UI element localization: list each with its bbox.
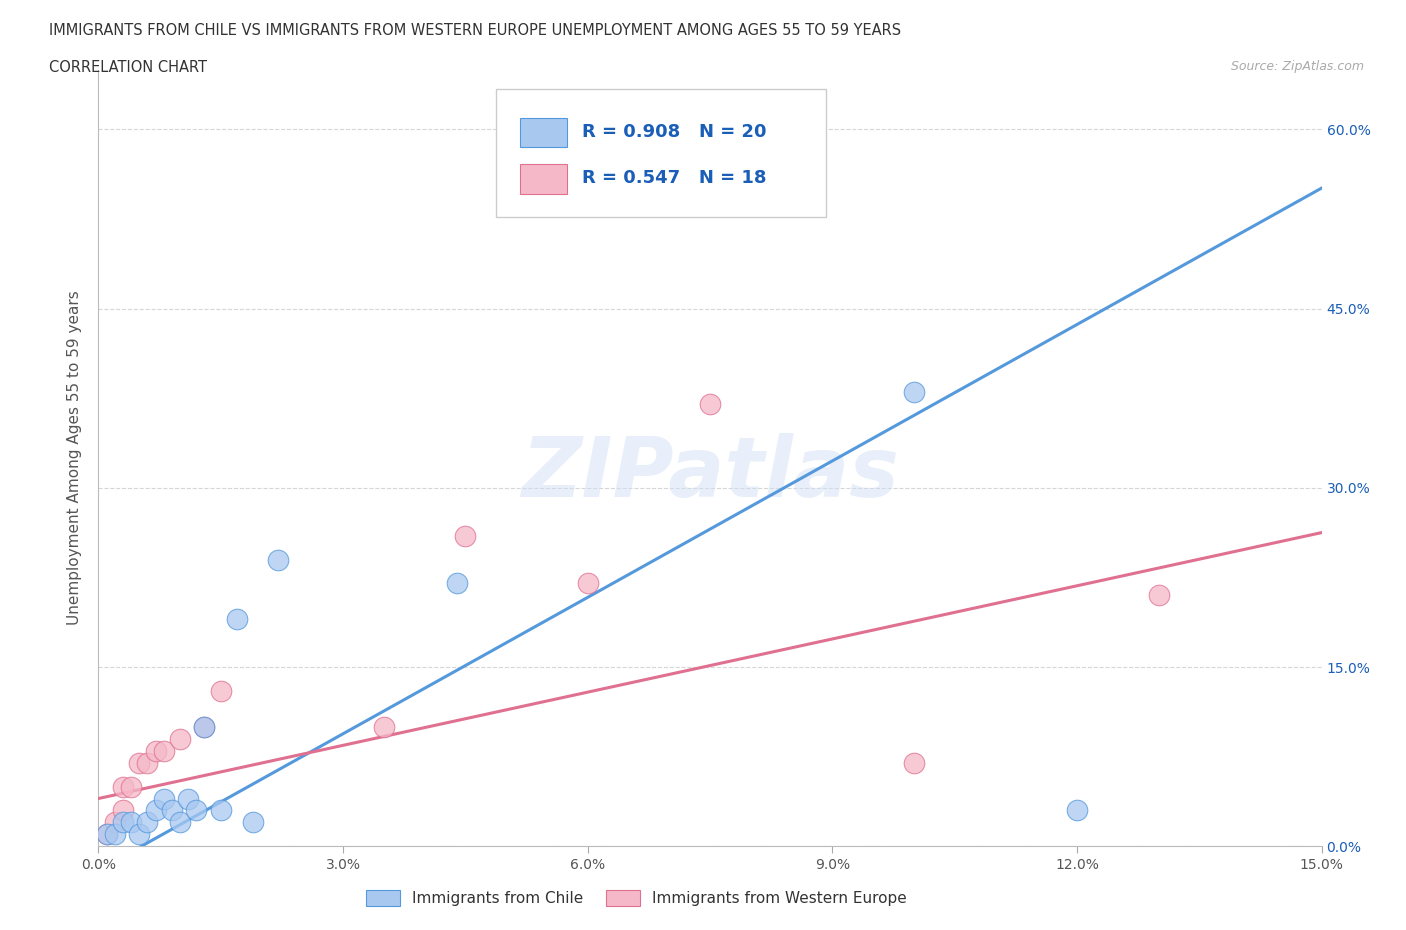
- FancyBboxPatch shape: [520, 118, 567, 148]
- Point: [152, 791, 174, 806]
- Text: R = 0.547   N = 18: R = 0.547 N = 18: [582, 169, 766, 188]
- Point: [903, 755, 925, 770]
- Point: [145, 803, 167, 817]
- Point: [152, 743, 174, 758]
- Point: [226, 612, 249, 627]
- Point: [111, 815, 134, 830]
- Point: [169, 731, 191, 746]
- Point: [120, 815, 142, 830]
- FancyBboxPatch shape: [496, 89, 827, 218]
- Point: [242, 815, 264, 830]
- Point: [446, 576, 468, 591]
- Point: [903, 385, 925, 400]
- Point: [1147, 588, 1170, 603]
- Point: [177, 791, 200, 806]
- Point: [111, 803, 134, 817]
- Y-axis label: Unemployment Among Ages 55 to 59 years: Unemployment Among Ages 55 to 59 years: [67, 291, 83, 625]
- Text: IMMIGRANTS FROM CHILE VS IMMIGRANTS FROM WESTERN EUROPE UNEMPLOYMENT AMONG AGES : IMMIGRANTS FROM CHILE VS IMMIGRANTS FROM…: [49, 23, 901, 38]
- Point: [120, 779, 142, 794]
- Point: [209, 803, 232, 817]
- Point: [169, 815, 191, 830]
- Point: [136, 755, 159, 770]
- Point: [699, 397, 721, 412]
- Point: [96, 827, 118, 842]
- Point: [1066, 803, 1088, 817]
- Legend: Immigrants from Chile, Immigrants from Western Europe: Immigrants from Chile, Immigrants from W…: [360, 884, 912, 912]
- Point: [267, 552, 290, 567]
- FancyBboxPatch shape: [520, 165, 567, 194]
- Point: [128, 827, 150, 842]
- Point: [454, 528, 477, 543]
- Text: R = 0.908   N = 20: R = 0.908 N = 20: [582, 123, 766, 140]
- Point: [373, 720, 395, 735]
- Point: [160, 803, 183, 817]
- Point: [576, 576, 599, 591]
- Point: [111, 779, 134, 794]
- Point: [136, 815, 159, 830]
- Text: Source: ZipAtlas.com: Source: ZipAtlas.com: [1230, 60, 1364, 73]
- Point: [193, 720, 215, 735]
- Text: ZIPatlas: ZIPatlas: [522, 433, 898, 514]
- Point: [193, 720, 215, 735]
- Text: CORRELATION CHART: CORRELATION CHART: [49, 60, 207, 75]
- Point: [96, 827, 118, 842]
- Point: [186, 803, 208, 817]
- Point: [145, 743, 167, 758]
- Point: [104, 827, 127, 842]
- Point: [128, 755, 150, 770]
- Point: [104, 815, 127, 830]
- Point: [209, 684, 232, 698]
